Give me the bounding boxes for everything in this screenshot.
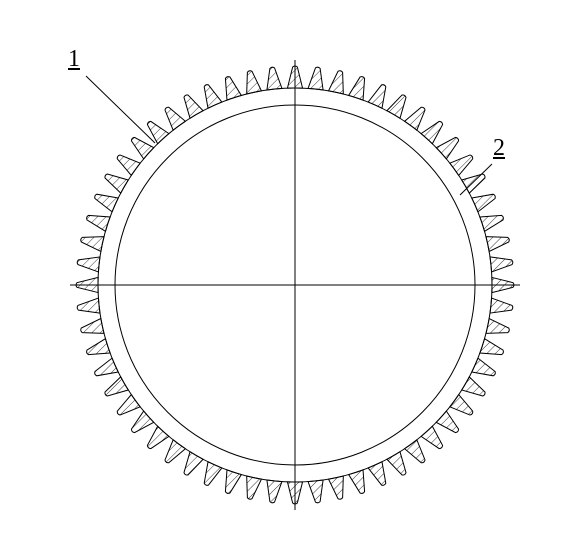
gear-tooth	[436, 137, 458, 159]
gear-tooth	[421, 426, 443, 448]
gear-tooth	[165, 107, 185, 130]
gear-tooth	[81, 237, 104, 252]
gear-tooth	[436, 411, 458, 433]
gear-tooth	[450, 395, 473, 415]
gear-tooth	[247, 71, 262, 94]
diagram-canvas: 12	[0, 0, 581, 537]
gear-tooth	[247, 476, 262, 499]
leader-line	[86, 76, 155, 143]
gear-tooth	[147, 426, 169, 448]
gear-tooth	[472, 194, 496, 212]
gear-tooth	[329, 476, 344, 499]
gear-tooth	[117, 155, 140, 175]
callout-label-2: 2	[493, 135, 505, 162]
gear-svg	[0, 0, 581, 537]
gear-tooth	[308, 480, 323, 503]
gear-tooth	[105, 174, 128, 193]
gear-tooth	[165, 440, 185, 463]
gear-tooth	[486, 319, 509, 334]
gear-tooth	[204, 462, 222, 486]
gear-tooth	[87, 339, 111, 355]
gear-tooth	[95, 194, 119, 212]
gear-tooth	[87, 215, 111, 231]
gear-tooth	[490, 257, 513, 272]
gear-tooth	[486, 237, 509, 252]
gear-tooth	[387, 452, 406, 475]
gear-tooth	[225, 470, 241, 494]
gear-tooth	[184, 95, 203, 118]
gear-tooth	[368, 85, 386, 109]
gear-tooth	[77, 298, 100, 313]
gear-tooth	[77, 257, 100, 272]
gear-tooth	[405, 107, 425, 130]
gear-tooth	[308, 67, 323, 90]
gear-tooth	[480, 215, 504, 231]
gear-tooth	[184, 452, 203, 475]
gear-tooth	[267, 480, 282, 503]
gear-tooth	[349, 470, 365, 494]
gear-tooth	[387, 95, 406, 118]
gear-tooth	[225, 77, 241, 101]
gear-tooth	[490, 298, 513, 313]
gear-tooth	[450, 155, 473, 175]
gear-tooth	[131, 411, 153, 433]
gear-tooth	[472, 358, 496, 376]
gear-tooth	[147, 121, 169, 143]
gear-tooth	[349, 77, 365, 101]
gear-tooth	[267, 67, 282, 90]
gear-tooth	[421, 121, 443, 143]
gear-tooth	[117, 395, 140, 415]
gear-tooth	[405, 440, 425, 463]
gear-tooth	[105, 377, 128, 396]
gear-tooth	[81, 319, 104, 334]
gear-tooth	[131, 137, 153, 159]
gear-tooth	[462, 377, 485, 396]
callout-label-1: 1	[68, 46, 80, 73]
gear-tooth	[204, 85, 222, 109]
gear-tooth	[368, 462, 386, 486]
gear-tooth	[95, 358, 119, 376]
gear-tooth	[480, 339, 504, 355]
gear-tooth	[329, 71, 344, 94]
